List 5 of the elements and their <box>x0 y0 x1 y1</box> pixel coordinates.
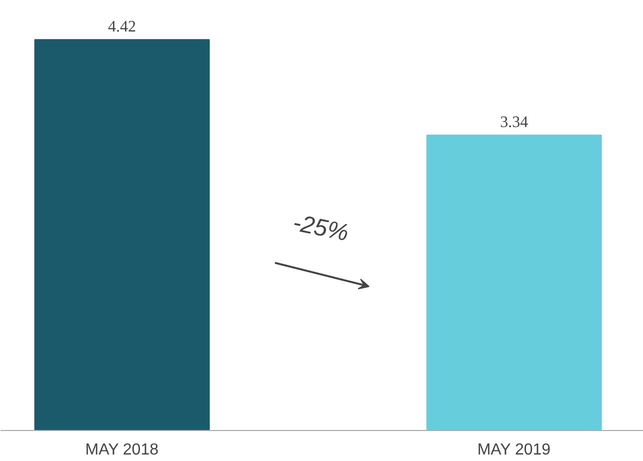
data-label: 4.42 <box>108 18 136 36</box>
annotation: -25% <box>290 209 351 247</box>
x-tick-label: MAY 2018 <box>85 442 159 458</box>
x-tick-label: MAY 2019 <box>477 442 551 458</box>
data-label: 3.34 <box>500 114 528 132</box>
